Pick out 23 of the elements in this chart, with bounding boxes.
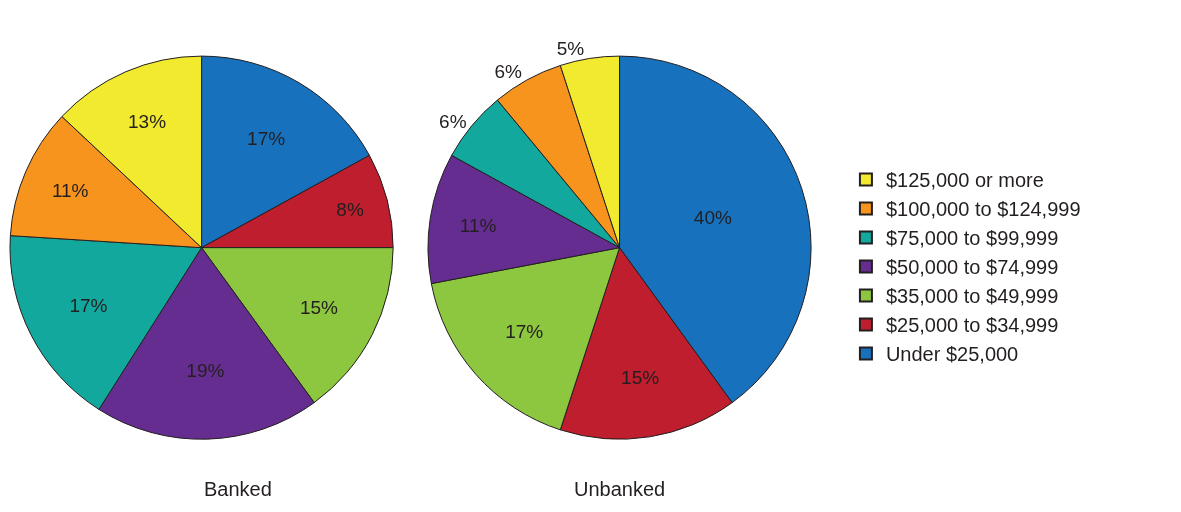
text: Unbanked — [574, 478, 666, 500]
data-label: 5% — [556, 37, 585, 59]
data-label: 11% — [51, 180, 89, 202]
text: Banked — [204, 478, 272, 500]
legend-label: $25,000 to $34,999 — [885, 314, 1059, 337]
legend-label: Under $25,000 — [885, 343, 1019, 366]
data-label: 17% — [247, 127, 286, 149]
data-label: 6% — [439, 110, 467, 132]
legend-label: $100,000 to $124,999 — [885, 198, 1081, 221]
data-label: 40% — [693, 206, 732, 228]
data-label: 17% — [505, 321, 544, 343]
legend-label: $50,000 to $74,999 — [885, 256, 1059, 279]
data-label: 13% — [128, 111, 167, 133]
data-label: 17% — [69, 294, 108, 316]
data-label: 6% — [494, 61, 522, 83]
data-label: 11% — [459, 214, 497, 236]
data-label: 15% — [621, 367, 660, 389]
data-label: 8% — [336, 199, 364, 221]
legend-label: $75,000 to $99,999 — [885, 227, 1059, 250]
data-label: 15% — [299, 296, 339, 318]
data-label: 19% — [186, 359, 225, 381]
legend-label: $35,000 to $49,999 — [885, 285, 1059, 308]
legend-label: $125,000 or more — [885, 169, 1044, 192]
